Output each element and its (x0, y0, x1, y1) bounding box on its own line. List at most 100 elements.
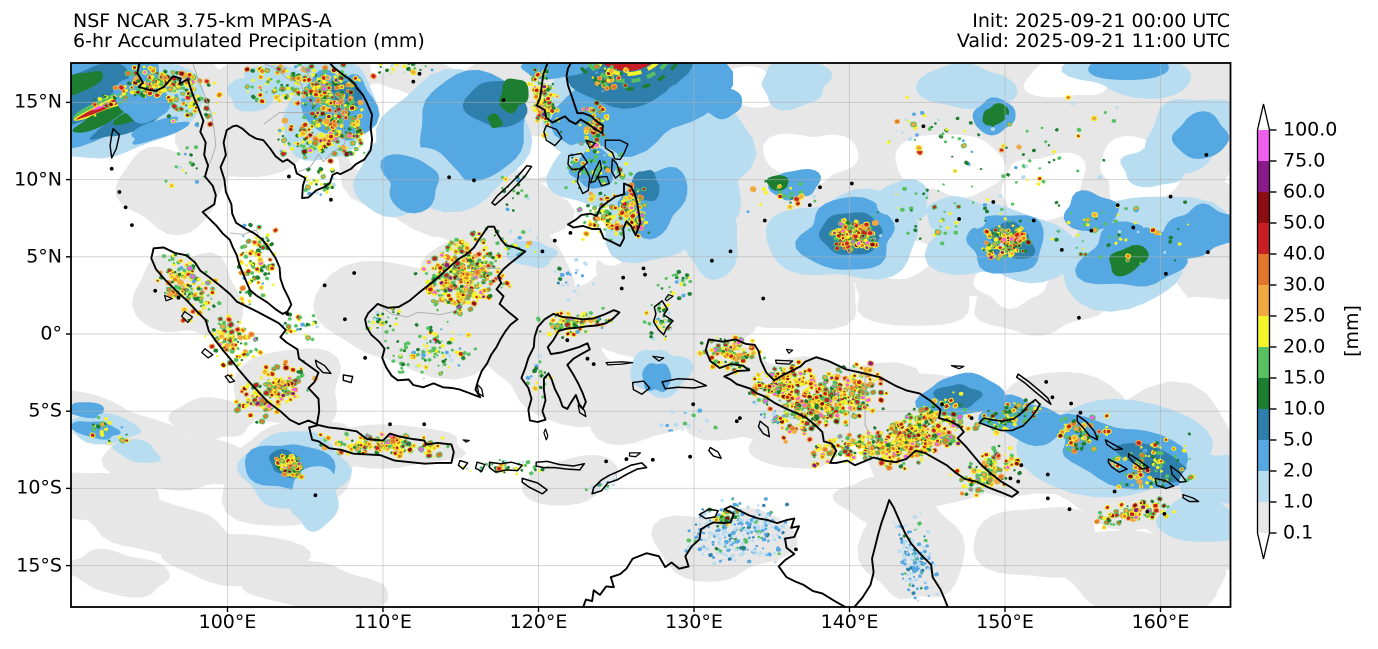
cell (349, 106, 355, 110)
cell (838, 403, 842, 406)
precip-area-trace (115, 146, 231, 236)
cell (802, 432, 806, 435)
cell (260, 88, 263, 91)
cell (320, 111, 325, 116)
cell (302, 153, 306, 156)
cell (358, 100, 363, 105)
cell (275, 71, 279, 75)
cell (348, 98, 352, 101)
cell (339, 133, 344, 138)
cell (342, 145, 346, 149)
cell (173, 89, 177, 93)
cell (319, 94, 323, 97)
cell (232, 335, 235, 338)
cell (327, 86, 331, 90)
typhoon-rainband-arc (579, 63, 678, 91)
cell (185, 104, 188, 107)
cell (174, 94, 179, 98)
cell (267, 272, 271, 275)
cell (163, 69, 168, 74)
cell (143, 70, 147, 74)
precip-area-lb (1179, 453, 1231, 509)
cell (339, 75, 342, 79)
cell (542, 85, 547, 89)
cell (274, 386, 278, 389)
cell (292, 76, 296, 81)
precip-area-dg (487, 113, 503, 128)
cell (333, 131, 338, 136)
cell (307, 140, 312, 144)
cell (309, 89, 313, 93)
cell (305, 87, 309, 91)
cell (352, 123, 356, 127)
cell (195, 94, 200, 98)
cell (258, 93, 263, 97)
cell (322, 138, 326, 142)
cell (220, 324, 226, 329)
cell (313, 92, 318, 97)
cell (311, 86, 316, 91)
cell (348, 90, 353, 95)
cell (141, 83, 147, 88)
cell (187, 105, 192, 109)
cell (355, 120, 360, 124)
cell (583, 315, 587, 318)
cell (312, 179, 316, 182)
cell (900, 434, 904, 438)
precip-area-trace (832, 476, 924, 527)
cell (580, 142, 583, 145)
cell (392, 311, 395, 314)
cell (293, 64, 298, 69)
cell (205, 79, 209, 84)
cell (170, 257, 175, 261)
precip-area-bl (1088, 63, 1169, 81)
cell (168, 98, 174, 103)
cell (312, 68, 317, 73)
cell (376, 326, 379, 329)
cell (570, 160, 575, 165)
cell (328, 134, 334, 139)
typhoon-rainband-arc (633, 63, 693, 103)
cell (332, 151, 337, 156)
cell (310, 125, 314, 128)
cell (454, 237, 459, 242)
typhoon-rainband-arc (602, 63, 652, 72)
cell (204, 112, 209, 117)
precip-area-lb (761, 63, 833, 111)
cell (265, 91, 268, 94)
cell (199, 96, 204, 101)
cell (206, 281, 210, 285)
cell (130, 86, 133, 89)
cell (245, 85, 249, 89)
cell (311, 107, 314, 110)
cell (593, 76, 597, 79)
cell (327, 99, 331, 102)
cell (267, 77, 271, 80)
cell (278, 99, 281, 102)
cell (427, 260, 431, 264)
cell (605, 218, 610, 223)
cell (309, 98, 313, 102)
cell (249, 260, 252, 263)
typhoon-rainband-arc (589, 16, 594, 48)
cell (320, 101, 323, 104)
cell (309, 64, 314, 69)
cell (358, 145, 361, 148)
precip-area-lb (1156, 496, 1231, 542)
cell (347, 127, 352, 131)
cell (165, 89, 168, 92)
dry-hole (1001, 152, 1086, 223)
cell (501, 274, 505, 277)
cell (354, 146, 357, 149)
cell (338, 96, 342, 99)
cell (280, 83, 284, 87)
cell (331, 96, 334, 99)
cell (125, 71, 131, 76)
cell (543, 92, 547, 95)
cell (357, 123, 361, 127)
cell (212, 112, 216, 115)
cell (310, 72, 316, 77)
graticule (71, 63, 1231, 607)
cell (296, 101, 300, 105)
precip-area-dg (499, 78, 529, 114)
